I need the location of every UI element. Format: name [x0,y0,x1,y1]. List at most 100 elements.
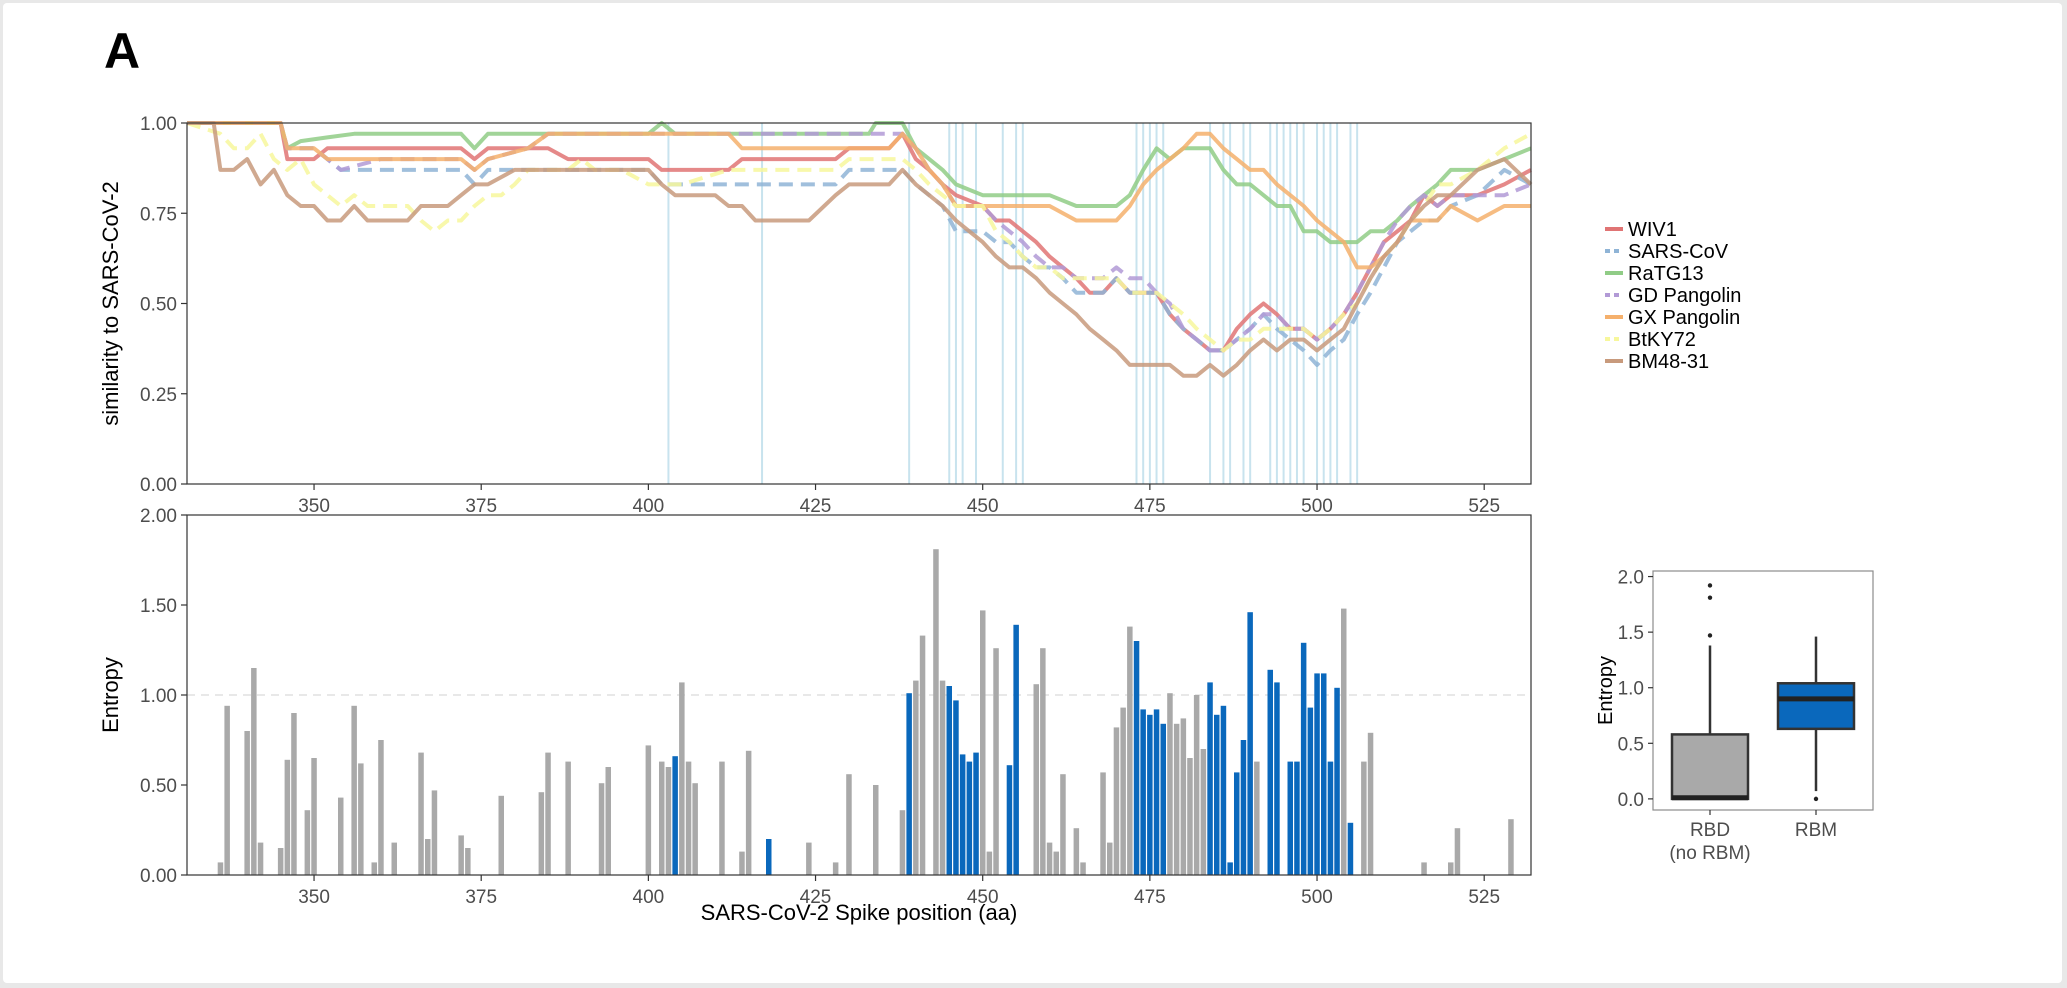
entropy-bar [645,745,652,875]
entropy-bar [665,767,672,875]
entropy-bar [672,756,678,875]
entropy-bar [1147,714,1153,875]
similarity-chart: 0.00 0.25 0.50 0.75 1.00 350 375 400 425 450 475 50… [98,114,1533,517]
entropy-bar [351,705,357,875]
x-tick-label: 425 [800,887,832,908]
entropy-bar [1454,828,1461,875]
box [1776,682,1856,731]
x-tick-label: 350 [298,496,330,517]
legend-label: SARS-CoV [1628,241,1729,263]
entropy-bar [338,797,344,875]
entropy-bar [1133,641,1140,875]
entropy-bar [1227,862,1233,875]
entropy-bar [1341,608,1347,875]
entropy-bar [1013,624,1019,875]
entropy-bar [465,848,471,875]
entropy-bar [1153,709,1160,875]
entropy-bar [980,610,986,875]
entropy-bar [745,750,752,875]
entropy-bar [659,761,665,875]
y-tick-label: 2.00 [140,506,177,527]
series-line [186,121,1532,353]
entropy-bar [1160,723,1166,875]
x-tick-label: 525 [1468,496,1500,517]
panel-label: A [104,23,140,79]
outlier-point [1707,633,1713,638]
x-tick-label: 450 [967,496,999,517]
entropy-bar [919,635,926,875]
entropy-bar [1100,772,1106,875]
y-tick-label: 1.00 [140,114,177,135]
entropy-bar [217,862,224,875]
x-axis-title: SARS-CoV-2 Spike position (aa) [701,900,1018,925]
entropy-bar [1327,761,1334,875]
x-tick-label: 350 [298,887,330,908]
y-tick-label: 1.0 [1618,679,1644,700]
legend-label: BtKY72 [1628,329,1696,351]
outlier-point [1707,583,1713,588]
entropy-bar [1448,862,1454,875]
entropy-bar [431,790,438,875]
entropy-bar [304,810,311,875]
entropy-bar [959,754,966,875]
entropy-bar [873,785,879,875]
y-tick-label: 1.5 [1618,623,1644,644]
entropy-bar [846,774,852,875]
outlier-point [1813,796,1819,802]
outlier-point [1707,595,1713,600]
entropy-bar [1508,819,1514,875]
entropy-bar [953,700,959,875]
entropy-bar [1334,687,1340,875]
entropy-bar [1053,851,1059,875]
entropy-bar [832,862,839,875]
y-tick-label: 0.00 [140,866,177,887]
y-tick-label: 2.0 [1618,568,1644,589]
y-axis-title: Entropy [98,657,123,733]
y-tick-label: 0.50 [140,295,177,316]
y-tick-label: 0.0 [1618,790,1644,811]
entropy-bar [1234,772,1240,875]
entropy-bar [1187,758,1193,875]
entropy-bar [291,713,297,875]
entropy-bar [538,792,545,875]
category-label: RBM [1795,820,1837,841]
entropy-bar [679,682,685,875]
entropy-bar [966,761,973,875]
x-tick-label: 475 [1134,887,1166,908]
y-axis-title: Entropy [1595,656,1617,725]
entropy-bar [1180,718,1187,875]
entropy-bar [1421,862,1427,875]
entropy-bar [1033,684,1039,875]
x-tick-label: 400 [633,496,665,517]
series-line [187,121,1531,270]
entropy-bar [1361,761,1367,875]
entropy-bar [284,759,291,875]
entropy-bar [1367,732,1374,875]
entropy-bar [498,795,504,875]
y-tick-label: 0.75 [140,204,177,225]
entropy-bar [1321,673,1327,875]
entropy-bar [598,783,605,875]
entropy-bar [973,752,979,875]
entropy-bar [545,752,551,875]
entropy-bar [418,752,424,875]
entropy-bar [1167,693,1173,875]
y-tick-label: 0.50 [140,776,177,797]
entropy-bar [986,851,993,875]
entropy-chart: 0.00 0.50 1.00 1.50 2.00 350 375 400 425 450 475 50… [98,506,1532,925]
x-tick-label: 500 [1301,887,1333,908]
legend-label: BM48-31 [1628,351,1709,373]
entropy-bar [251,668,257,875]
category-label: RBD [1690,820,1730,841]
entropy-bar [565,761,571,875]
x-tick-label: 450 [967,887,999,908]
x-tick-label: 375 [465,887,497,908]
y-tick-label: 1.50 [140,596,177,617]
legend-label: GD Pangolin [1628,285,1741,307]
y-axis-title: similarity to SARS-CoV-2 [98,181,123,426]
x-tick-label: 425 [800,496,832,517]
entropy-bar [692,783,698,875]
entropy-bar [806,842,812,875]
entropy-bar [1207,682,1213,875]
entropy-bar [906,693,912,875]
